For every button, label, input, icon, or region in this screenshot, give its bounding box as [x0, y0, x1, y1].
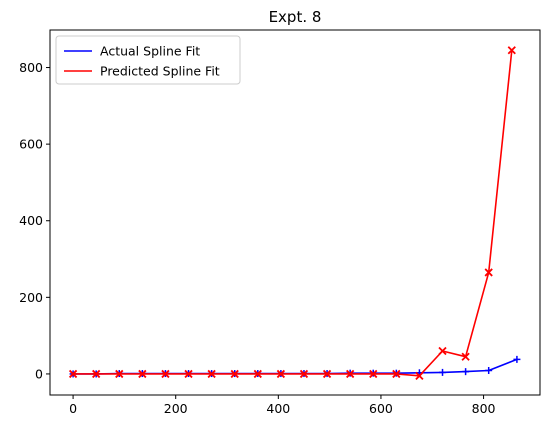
- x-axis: 0 200 400 600 800: [69, 395, 496, 416]
- series-line: [73, 50, 513, 377]
- data-point: [161, 369, 170, 379]
- data-point: [207, 369, 216, 379]
- y-tick-label: 0: [35, 366, 43, 381]
- legend-label: Actual Spline Fit: [100, 44, 200, 59]
- data-point: [184, 369, 193, 379]
- data-point: [138, 369, 147, 379]
- data-point: [276, 369, 286, 379]
- chart-title: Expt. 8: [269, 8, 322, 26]
- data-point: [253, 369, 262, 379]
- data-point: [507, 46, 516, 55]
- x-tick-label: 800: [472, 401, 496, 416]
- x-tick-label: 600: [369, 401, 393, 416]
- y-axis: 0 200 400 600 800: [19, 60, 50, 381]
- data-point: [513, 355, 521, 363]
- data-point: [485, 366, 493, 374]
- legend-item: Actual Spline Fit: [64, 44, 200, 59]
- data-point: [369, 369, 378, 379]
- series-layer: [68, 46, 521, 380]
- data-point: [115, 369, 124, 379]
- data-point: [439, 368, 447, 376]
- x-tick-label: 200: [164, 401, 188, 416]
- data-point: [392, 369, 401, 379]
- data-point: [322, 369, 332, 379]
- data-point: [68, 369, 78, 379]
- data-point: [462, 368, 470, 376]
- data-point: [484, 268, 493, 277]
- data-point: [230, 369, 239, 379]
- y-tick-label: 800: [19, 60, 43, 75]
- y-tick-label: 600: [19, 137, 43, 152]
- legend-box: [55, 35, 241, 85]
- data-point: [346, 369, 355, 379]
- x-tick-label: 0: [69, 401, 77, 416]
- plot-area: [49, 29, 541, 396]
- legend: Actual Spline Fit Predicted Spline Fit: [55, 35, 241, 85]
- data-point: [461, 352, 470, 361]
- data-point: [299, 369, 309, 379]
- data-point: [438, 346, 447, 356]
- y-tick-label: 400: [19, 213, 43, 228]
- legend-label: Predicted Spline Fit: [100, 64, 220, 79]
- x-tick-label: 400: [266, 401, 290, 416]
- data-point: [415, 371, 424, 380]
- series-2: [68, 46, 516, 380]
- y-tick-label: 200: [19, 290, 43, 305]
- legend-item: Predicted Spline Fit: [64, 64, 220, 79]
- data-point: [92, 369, 101, 379]
